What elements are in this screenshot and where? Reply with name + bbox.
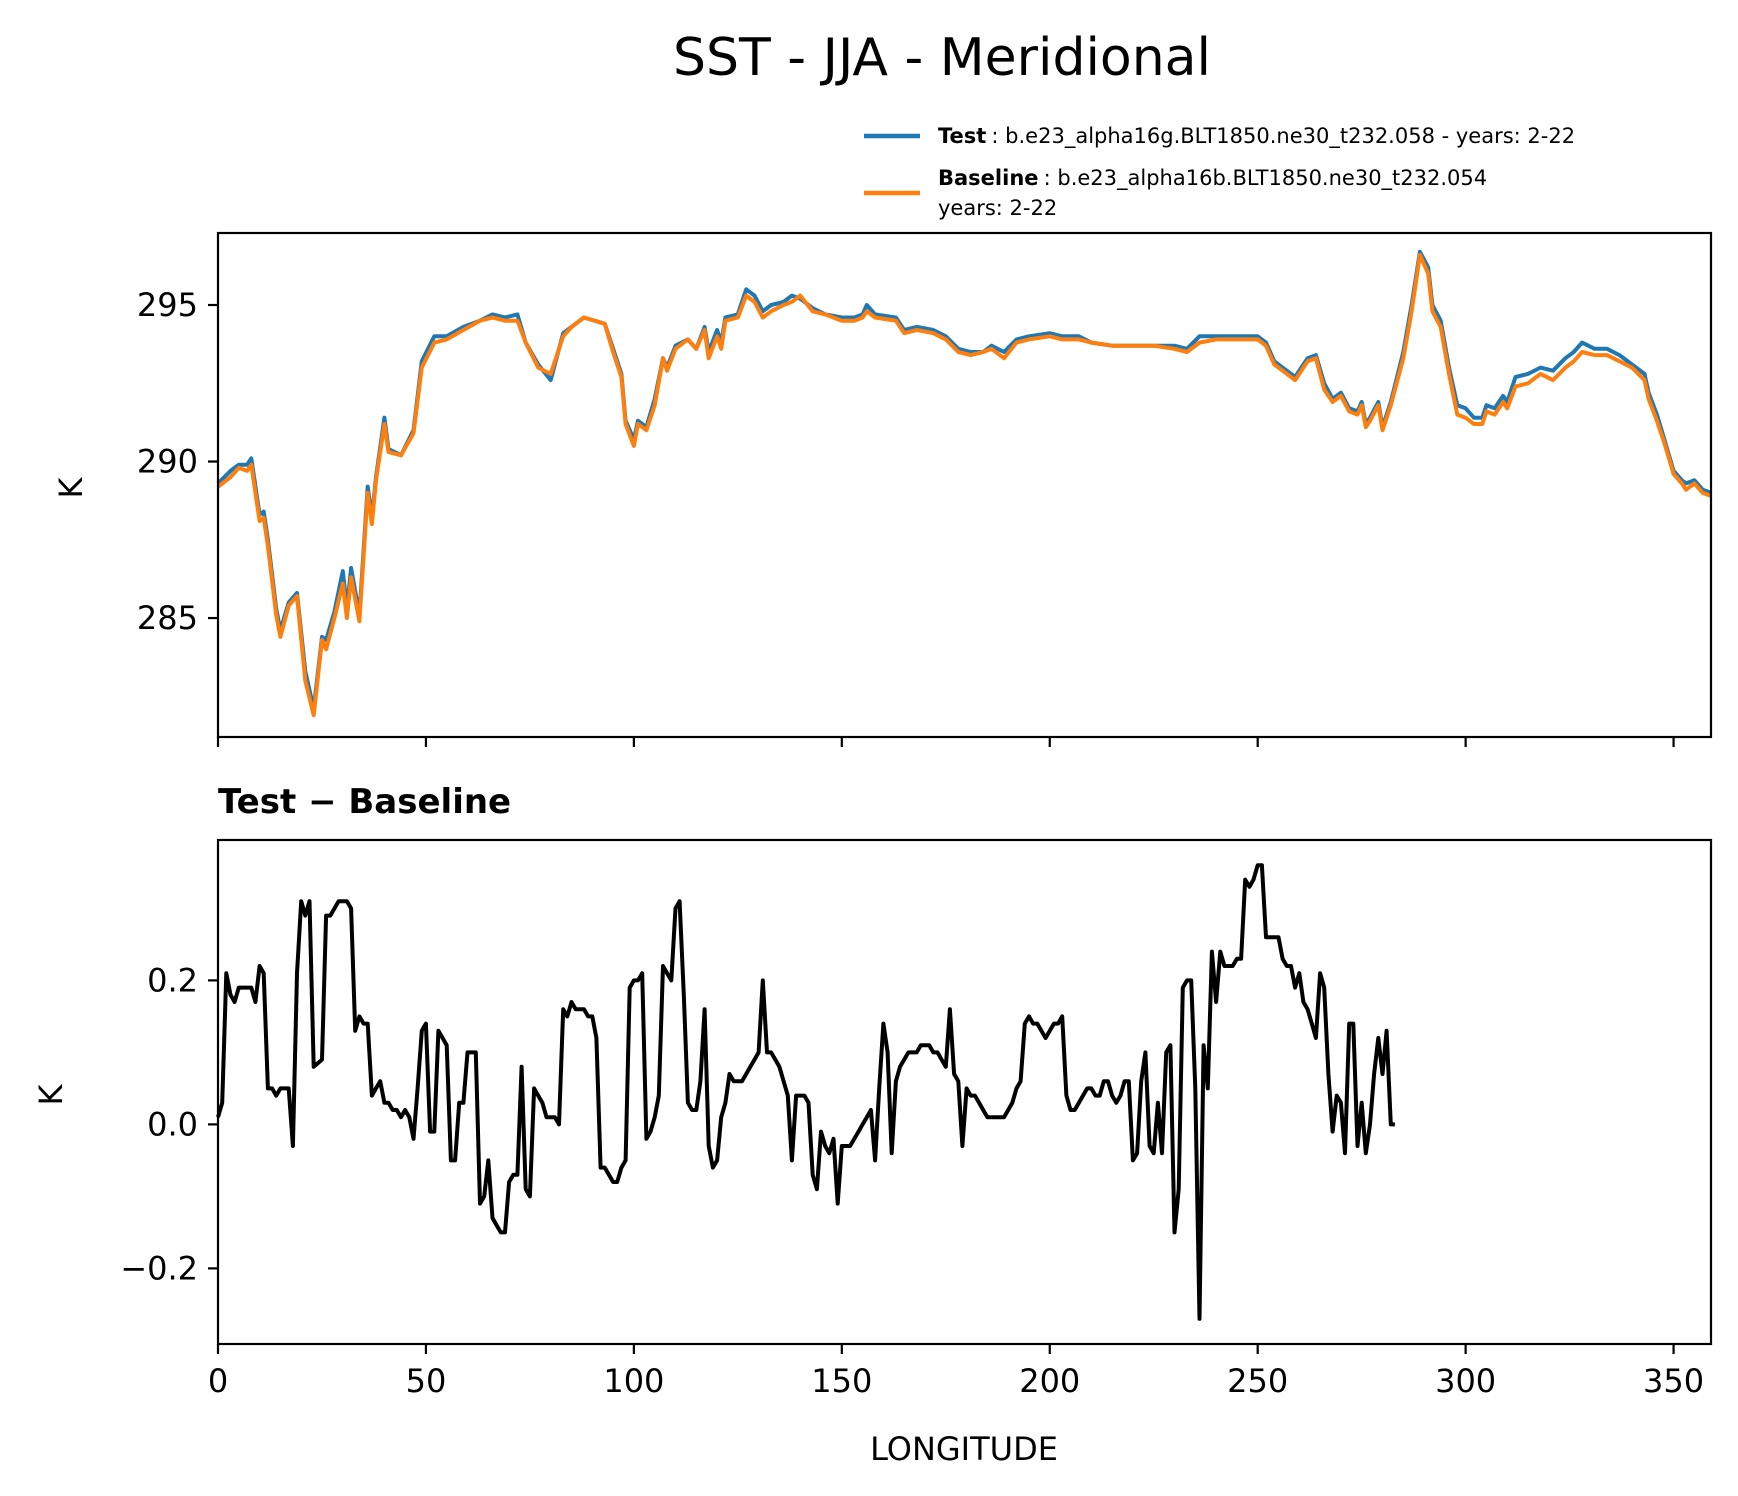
- series-line-test: [216, 249, 1712, 711]
- legend-baseline-years: years: 2-22: [938, 196, 1057, 220]
- bottom-ytick-label: 0.0: [147, 1105, 198, 1143]
- bottom-ytick-label: −0.2: [120, 1249, 198, 1287]
- top-ytick-label: 290: [137, 443, 198, 481]
- bottom-ytick-label: 0.2: [147, 961, 198, 999]
- panel-diff: Test − Baseline K 0 50 100 150 200 250 300 350 −…: [32, 782, 1713, 1468]
- diff-subtitle: Test − Baseline: [218, 782, 511, 822]
- bottom-plot-frame: [216, 838, 1713, 1346]
- legend: Test : b.e23_alpha16g.BLT1850.ne30_t232.…: [864, 124, 1575, 220]
- bottom-xtick-label: 300: [1435, 1362, 1496, 1400]
- bottom-xtick-label: 200: [1019, 1362, 1080, 1400]
- legend-baseline-text: : b.e23_alpha16b.BLT1850.ne30_t232.054: [1044, 166, 1488, 191]
- bottom-xtick-label: 150: [811, 1362, 872, 1400]
- bottom-axis-ticks: 0 50 100 150 200 250 300 350 −0.2 0.0 0.2: [120, 961, 1704, 1400]
- bottom-xtick-label: 350: [1643, 1362, 1704, 1400]
- bottom-xtick-label: 250: [1227, 1362, 1288, 1400]
- bottom-xtick-label: 100: [603, 1362, 664, 1400]
- xlabel-longitude: LONGITUDE: [870, 1430, 1058, 1468]
- legend-test-label: Test: [938, 124, 986, 148]
- legend-baseline-label: Baseline: [938, 166, 1039, 190]
- legend-test-entry: Test : b.e23_alpha16g.BLT1850.ne30_t232.…: [938, 124, 1575, 149]
- top-ylabel: K: [52, 476, 90, 498]
- bottom-series: [216, 863, 1395, 1321]
- legend-test-text: : b.e23_alpha16g.BLT1850.ne30_t232.058 -…: [991, 124, 1575, 149]
- top-series: [216, 249, 1712, 718]
- bottom-xtick-label: 0: [208, 1362, 228, 1400]
- top-ytick-label: 295: [137, 286, 198, 324]
- bottom-xtick-label: 50: [406, 1362, 447, 1400]
- series-line-baseline: [216, 252, 1712, 718]
- series-line-test-baseline: [216, 863, 1395, 1321]
- top-ytick-label: 285: [137, 599, 198, 637]
- figure-title: SST - JJA - Meridional: [673, 28, 1211, 88]
- panel-sst: K 285 290 295: [52, 231, 1713, 747]
- top-axis-ticks: 285 290 295: [137, 286, 1675, 747]
- bottom-ylabel: K: [32, 1083, 70, 1105]
- top-plot-frame: [216, 231, 1713, 739]
- legend-baseline-entry: Baseline : b.e23_alpha16b.BLT1850.ne30_t…: [938, 166, 1487, 191]
